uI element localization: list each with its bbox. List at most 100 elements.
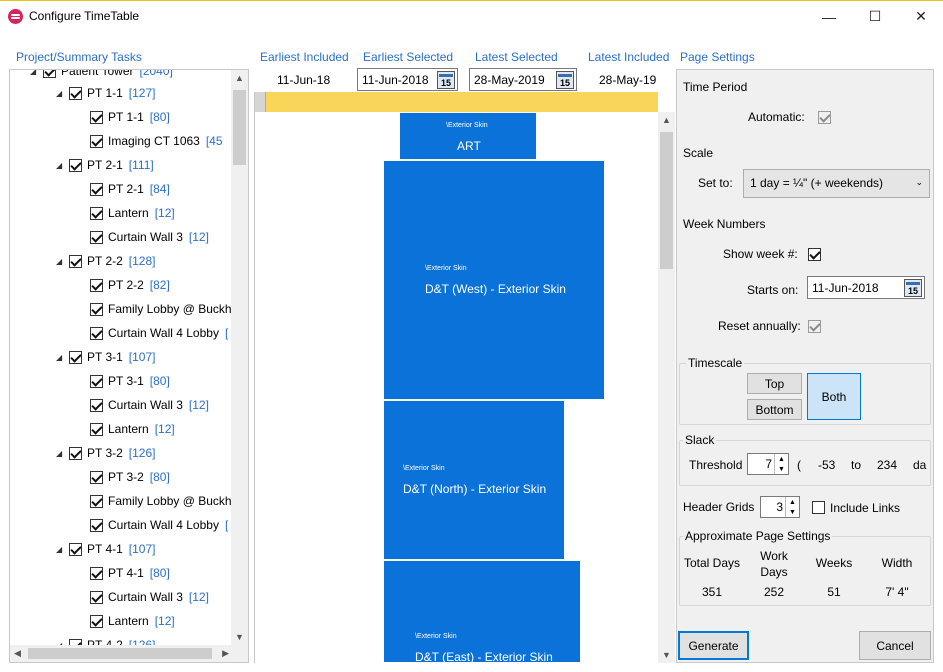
tree-checkbox[interactable] [90, 230, 103, 244]
timeline-range-band[interactable] [255, 92, 658, 112]
tree-row[interactable]: Curtain Wall 3 [12] [90, 588, 209, 606]
include-links-checkbox[interactable] [812, 501, 825, 514]
tree-checkbox[interactable] [69, 86, 82, 100]
tree-checkbox[interactable] [69, 254, 82, 268]
tree-scroll-thumb[interactable] [233, 90, 246, 165]
tree-row[interactable]: Lantern [12] [90, 204, 175, 222]
calendar-icon[interactable]: 15 [556, 70, 574, 89]
tree-checkbox[interactable] [90, 398, 103, 412]
minimize-button[interactable]: — [822, 8, 836, 25]
tree-row[interactable]: ◢ PT 2-2 [128] [56, 252, 156, 270]
earliest-selected-datepicker[interactable]: 11-Jun-2018 15 [357, 68, 458, 91]
scroll-down-icon[interactable]: ▼ [235, 632, 244, 642]
calendar-icon[interactable]: 15 [437, 70, 455, 89]
calendar-icon[interactable]: 15 [904, 278, 922, 297]
tree-row[interactable]: Family Lobby @ Buckhe [90, 492, 238, 510]
collapse-icon[interactable]: ◢ [56, 352, 63, 362]
tree-checkbox[interactable] [90, 326, 103, 340]
tree-checkbox[interactable] [69, 158, 82, 172]
tree-row[interactable]: Curtain Wall 4 Lobby [ [90, 324, 228, 342]
generate-button[interactable]: Generate [678, 631, 749, 660]
timeline-bar[interactable]: \Exterior Skin D&T (West) - Exterior Ski… [383, 160, 605, 400]
collapse-icon[interactable]: ◢ [56, 544, 63, 554]
tree-row[interactable]: PT 3-2 [80] [90, 468, 170, 486]
threshold-value[interactable]: 7 [765, 457, 772, 471]
timeline-bar[interactable]: \Exterior Skin D&T (North) - Exterior Sk… [383, 400, 565, 560]
tree-hscroll-thumb[interactable] [28, 648, 212, 659]
tree-row[interactable]: Curtain Wall 3 [12] [90, 396, 209, 414]
show-week-checkbox[interactable] [808, 248, 821, 261]
tree-row[interactable]: PT 2-2 [82] [90, 276, 170, 294]
tree-checkbox[interactable] [69, 542, 82, 556]
tree-checkbox[interactable] [90, 518, 103, 532]
tree-row[interactable]: ◢ PT 3-1 [107] [56, 348, 156, 366]
tree-row[interactable]: PT 4-1 [80] [90, 564, 170, 582]
tree-checkbox[interactable] [69, 446, 82, 460]
tree-checkbox[interactable] [90, 566, 103, 580]
tree-checkbox[interactable] [90, 278, 103, 292]
tree-checkbox[interactable] [90, 614, 103, 628]
tree-checkbox[interactable] [90, 494, 103, 508]
starts-on-value[interactable]: 11-Jun-2018 [812, 280, 879, 295]
latest-selected-datepicker[interactable]: 28-May-2019 15 [469, 68, 577, 91]
tree-row[interactable]: ◢ PT 4-1 [107] [56, 540, 156, 558]
tree-row[interactable]: ◢ PT 3-2 [126] [56, 444, 156, 462]
tree-row[interactable]: Lantern [12] [90, 612, 175, 630]
collapse-icon[interactable]: ◢ [56, 160, 63, 170]
tree-checkbox[interactable] [90, 134, 103, 148]
tree-row-partial[interactable]: ◢ Patient Tower [2040] [30, 69, 173, 80]
automatic-checkbox[interactable] [818, 111, 831, 124]
header-grids-spinner[interactable]: 3 ▲ ▼ [760, 496, 800, 518]
earliest-selected-value[interactable]: 11-Jun-2018 [362, 72, 429, 87]
tree-checkbox[interactable] [90, 470, 103, 484]
tree-row[interactable]: ◢ PT 2-1 [111] [56, 156, 154, 174]
tree-checkbox[interactable] [90, 206, 103, 220]
scroll-right-icon[interactable]: ▶ [222, 648, 229, 658]
scroll-up-icon[interactable]: ▲ [662, 115, 671, 125]
collapse-icon[interactable]: ◢ [56, 88, 63, 98]
timeline-vertical-scrollbar[interactable]: ▲ ▼ [658, 112, 675, 663]
scroll-up-icon[interactable]: ▲ [235, 73, 244, 83]
tree-vertical-scrollbar[interactable]: ▲ ▼ [231, 70, 248, 662]
range-grip[interactable] [255, 92, 266, 112]
scroll-down-icon[interactable]: ▼ [662, 650, 671, 660]
collapse-icon[interactable]: ◢ [56, 256, 63, 266]
tree-checkbox[interactable] [90, 374, 103, 388]
tree-row[interactable]: PT 1-1 [80] [90, 108, 170, 126]
header-grids-value[interactable]: 3 [776, 500, 783, 514]
timescale-both-button[interactable]: Both [807, 373, 861, 420]
tree-checkbox[interactable] [90, 302, 103, 316]
tree-checkbox[interactable] [69, 350, 82, 364]
tree-row[interactable]: PT 2-1 [84] [90, 180, 170, 198]
tree-checkbox[interactable] [90, 182, 103, 196]
timeline-scroll-thumb[interactable] [660, 132, 673, 269]
tree-row[interactable]: PT 3-1 [80] [90, 372, 170, 390]
tree-row[interactable]: Curtain Wall 3 [12] [90, 228, 209, 246]
tree-checkbox[interactable] [90, 110, 103, 124]
tree-row[interactable]: Imaging CT 1063 [45 [90, 132, 223, 150]
tree-row[interactable]: Lantern [12] [90, 420, 175, 438]
timeline-bar[interactable]: \Exterior Skin ART [399, 112, 537, 160]
tree-checkbox[interactable] [90, 422, 103, 436]
spin-up-icon[interactable]: ▲ [789, 498, 796, 506]
timescale-top-button[interactable]: Top [747, 373, 802, 394]
tree-checkbox[interactable] [43, 70, 56, 78]
timescale-bottom-button[interactable]: Bottom [747, 399, 802, 420]
threshold-spinner[interactable]: 7 ▲ ▼ [747, 453, 789, 475]
tree-checkbox[interactable] [90, 590, 103, 604]
close-button[interactable]: ✕ [915, 8, 927, 24]
tree-row[interactable]: Curtain Wall 4 Lobby [ [90, 516, 228, 534]
collapse-icon[interactable]: ◢ [56, 448, 63, 458]
latest-selected-value[interactable]: 28-May-2019 [474, 72, 545, 87]
cancel-button[interactable]: Cancel [859, 631, 931, 660]
maximize-button[interactable]: ☐ [868, 8, 882, 24]
tree-horizontal-scrollbar[interactable]: ◀ ▶ [10, 645, 232, 662]
spin-up-icon[interactable]: ▲ [778, 455, 785, 463]
collapse-icon[interactable]: ◢ [30, 69, 37, 76]
scale-select[interactable]: 1 day = ¼" (+ weekends) ⌄ [743, 169, 930, 198]
spin-down-icon[interactable]: ▼ [778, 465, 785, 473]
starts-on-datepicker[interactable]: 11-Jun-2018 15 [807, 276, 925, 299]
reset-annually-checkbox[interactable] [808, 320, 821, 333]
tree-row[interactable]: Family Lobby @ Buckhe [90, 300, 238, 318]
tree-row[interactable]: ◢ PT 1-1 [127] [56, 84, 156, 102]
